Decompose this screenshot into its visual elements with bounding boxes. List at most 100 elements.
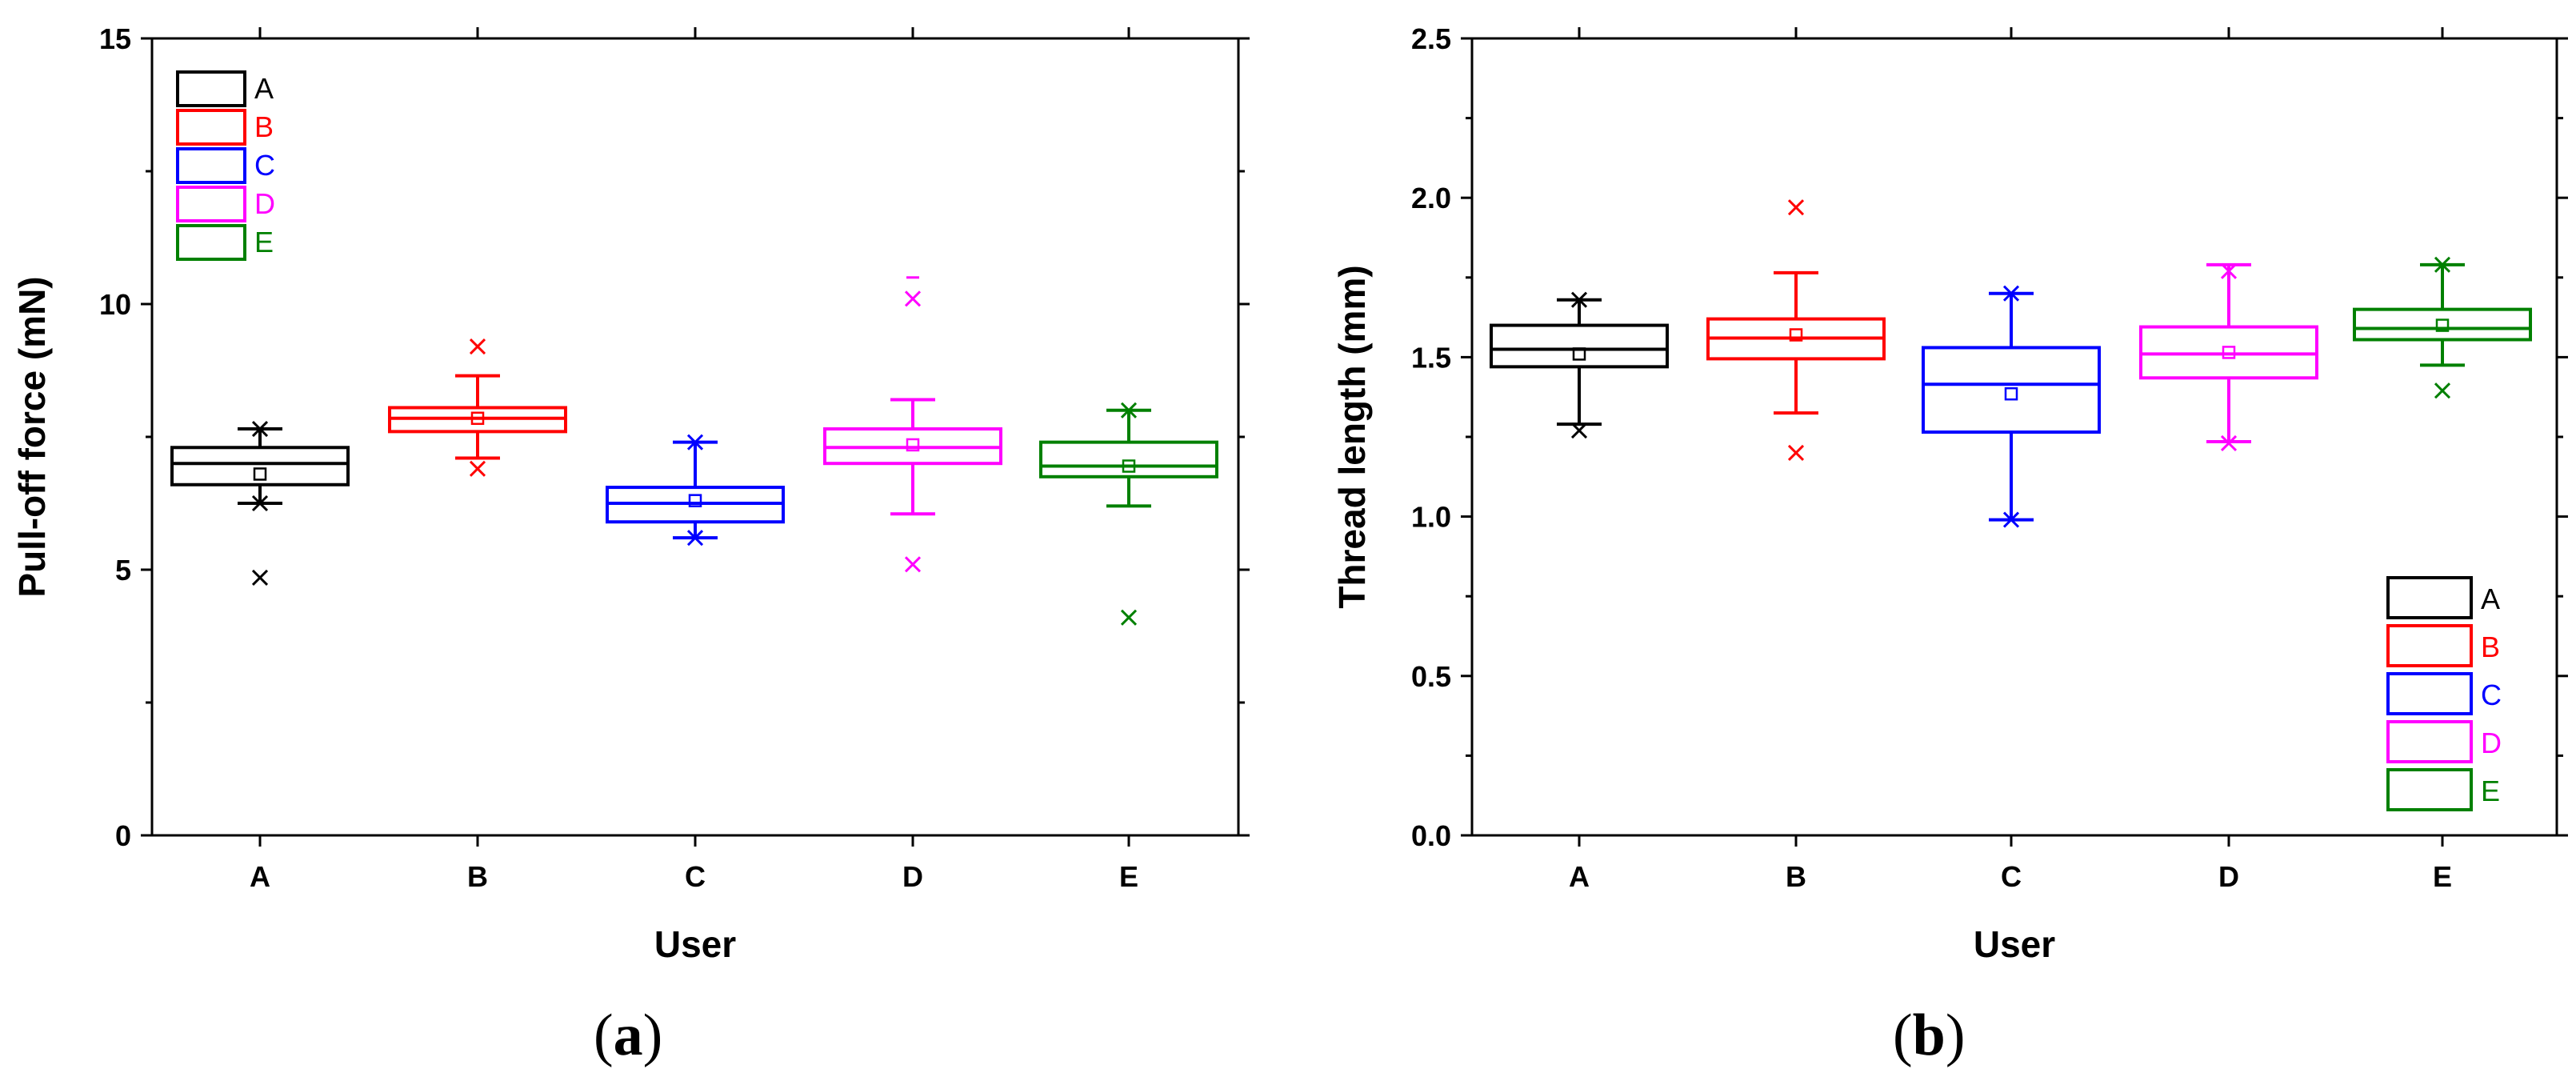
box-c xyxy=(606,434,785,547)
box-c xyxy=(1922,285,2101,528)
min-marker xyxy=(2002,511,2020,528)
legend-swatch-c xyxy=(176,147,246,184)
legend-swatch-c xyxy=(2386,672,2473,715)
mean-marker xyxy=(470,411,485,426)
box-iqr xyxy=(1039,440,1218,478)
box-iqr xyxy=(1922,346,2101,434)
max-marker xyxy=(1120,402,1138,418)
x-tick-label: B xyxy=(1786,860,1806,893)
y-tick-label: 15 xyxy=(99,22,131,55)
caption-b-open: ( xyxy=(1893,1003,1913,1068)
box-iqr xyxy=(1490,323,1669,369)
plot-frame xyxy=(150,37,1240,837)
max-marker xyxy=(251,420,269,438)
y-tick-label: 5 xyxy=(115,554,131,587)
legend-label-b: B xyxy=(2481,631,2500,663)
mean-marker xyxy=(1122,459,1136,473)
x-tick-label: D xyxy=(2218,860,2239,893)
caption-a-close: ) xyxy=(642,1003,663,1068)
max-marker xyxy=(1570,291,1588,308)
min-marker xyxy=(1570,422,1588,439)
box-d xyxy=(2139,262,2318,452)
max-marker xyxy=(1787,199,1805,216)
legend-label-d: D xyxy=(254,187,275,220)
x-tick-label: A xyxy=(250,860,270,893)
min-marker xyxy=(2220,434,2238,452)
legend-label-c: C xyxy=(2481,679,2502,711)
min-marker xyxy=(686,530,704,547)
mean-marker xyxy=(906,438,920,452)
box-iqr xyxy=(2353,307,2532,342)
legend-swatch-e xyxy=(2386,768,2473,811)
x-tick-label: C xyxy=(2001,860,2022,893)
min-marker xyxy=(1120,609,1138,626)
x-tick-label: A xyxy=(1569,860,1590,893)
box-e xyxy=(1039,402,1218,626)
legend-label-a: A xyxy=(2481,583,2500,615)
legend-label-d: D xyxy=(2481,727,2502,759)
x-axis-title: User xyxy=(654,923,736,965)
max-marker xyxy=(2434,256,2451,273)
y-tick-label: 10 xyxy=(99,288,131,321)
max-marker xyxy=(904,290,922,307)
x-tick-label: D xyxy=(902,860,923,893)
mean-marker xyxy=(2004,386,2018,401)
box-a xyxy=(1490,291,1669,439)
y-tick-label: 0.0 xyxy=(1411,819,1451,852)
x-tick-label: B xyxy=(467,860,488,893)
max-marker xyxy=(469,338,486,355)
legend-swatch-d xyxy=(2386,720,2473,763)
y-axis-title: Thread length (mm) xyxy=(1331,265,1373,608)
mean-marker xyxy=(688,494,702,507)
legend-swatch-a xyxy=(2386,576,2473,619)
min-marker xyxy=(469,460,486,477)
x-tick-label: E xyxy=(1119,860,1138,893)
plot-frame xyxy=(1470,37,2558,837)
box-a xyxy=(170,420,350,587)
min-marker xyxy=(2434,382,2451,399)
caption-b-letter: b xyxy=(1912,1003,1946,1068)
legend-swatch-b xyxy=(176,109,246,146)
caption-a: (a) xyxy=(594,1002,662,1070)
min-marker xyxy=(1787,444,1805,461)
outlier-marker xyxy=(251,569,269,587)
max-marker xyxy=(2220,262,2238,279)
y-tick-label: 0.5 xyxy=(1411,660,1451,693)
y-tick-label: 1.0 xyxy=(1411,501,1451,534)
mean-marker xyxy=(1572,347,1586,361)
x-axis-title: User xyxy=(1974,923,2055,965)
legend-swatch-d xyxy=(176,186,246,222)
caption-a-open: ( xyxy=(594,1003,614,1068)
caption-b: (b) xyxy=(1893,1002,1965,1070)
box-e xyxy=(2353,256,2532,399)
legend-label-e: E xyxy=(2481,775,2500,807)
legend-label-e: E xyxy=(254,226,274,258)
box-b xyxy=(1706,199,1886,461)
max-marker xyxy=(686,434,704,450)
box-d xyxy=(823,276,1002,573)
mean-marker xyxy=(2435,318,2450,332)
mean-marker xyxy=(2222,346,2236,359)
y-tick-label: 2.0 xyxy=(1411,182,1451,214)
mean-marker xyxy=(253,467,267,481)
min-marker xyxy=(904,556,922,573)
y-axis-title: Pull-off force (mN) xyxy=(11,276,53,597)
legend-swatch-a xyxy=(176,70,246,107)
y-tick-label: 1.5 xyxy=(1411,341,1451,374)
min-marker xyxy=(251,494,269,512)
y-tick-label: 2.5 xyxy=(1411,22,1451,55)
max-marker xyxy=(2002,285,2020,302)
legend-label-b: B xyxy=(254,110,274,143)
caption-b-close: ) xyxy=(1945,1003,1966,1068)
mean-marker xyxy=(1789,328,1803,342)
box-b xyxy=(388,338,567,477)
legend-swatch-b xyxy=(2386,624,2473,667)
x-tick-label: C xyxy=(685,860,706,893)
box-iqr xyxy=(170,446,350,486)
legend-label-a: A xyxy=(254,72,274,105)
